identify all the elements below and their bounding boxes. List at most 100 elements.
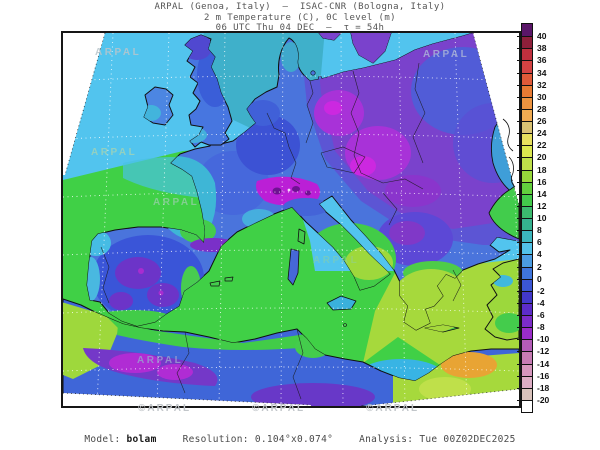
- island: [224, 276, 234, 282]
- colorbar-bar: [521, 23, 533, 413]
- colorbar-segment: [522, 290, 532, 303]
- colorbar-tick: [517, 108, 521, 110]
- island: [343, 323, 347, 327]
- colorbar-segment: [522, 36, 532, 49]
- colorbar-segment: [522, 327, 532, 340]
- colorbar-label: 14: [537, 188, 547, 199]
- colorbar-label: 10: [537, 213, 547, 223]
- colorbar-tick: [517, 399, 521, 401]
- colorbar-segment: [522, 108, 532, 121]
- colorbar-tick: [517, 60, 521, 62]
- colorbar-label: 36: [537, 55, 547, 66]
- island: [297, 228, 306, 245]
- colorbar-label: 6: [537, 237, 542, 248]
- model-info: Model: bolam: [84, 434, 157, 445]
- watermark: ©ARPAL: [252, 403, 306, 414]
- colorbar-label: -16: [537, 370, 550, 381]
- footer: Model: bolam Resolution: 0.104°x0.074° A…: [0, 434, 600, 445]
- colorbar-label: -6: [537, 310, 545, 320]
- watermark-layer: ARPAL ARPAL ARPAL ARPAL ARPAL ARPAL: [91, 47, 469, 366]
- colorbar-tick: [517, 72, 521, 74]
- weather-map: ARPAL ARPAL ARPAL ARPAL ARPAL ARPAL: [63, 33, 519, 406]
- colorbar-label: 28: [537, 103, 547, 114]
- colorbar-segment: [522, 254, 532, 267]
- colorbar-segment: [522, 24, 532, 37]
- colorbar-tick: [517, 339, 521, 341]
- colorbar-segment: [522, 133, 532, 146]
- watermark: ARPAL: [313, 255, 359, 266]
- title-variable: 2 m Temperature (C), 0C level (m): [203, 12, 396, 23]
- colorbar-tick: [517, 315, 521, 316]
- azov-coastline: [502, 118, 516, 188]
- colorbar-segment: [522, 169, 532, 182]
- colorbar-tick: [517, 327, 521, 329]
- model-name: bolam: [126, 434, 157, 445]
- colorbar-tick: [517, 133, 521, 135]
- colorbar-label: 16: [537, 176, 547, 187]
- colorbar-segment: [522, 193, 532, 206]
- colorbar-segment: [522, 387, 532, 400]
- colorbar-tick: [517, 302, 521, 304]
- colorbar-label: -2: [537, 285, 545, 296]
- watermark: ARPAL: [153, 197, 199, 208]
- colorbar-tick: [517, 242, 521, 244]
- colorbar-label: 12: [537, 200, 547, 211]
- colorbar-segment: [522, 48, 532, 61]
- title-validtime: 06 UTC Thu 04 DEC – τ = 54h: [215, 23, 385, 33]
- colorbar-segment: [522, 351, 532, 364]
- colorbar-segment: [522, 84, 532, 97]
- colorbar-tick: [517, 84, 521, 86]
- domain-boundary-layer: [63, 33, 519, 406]
- colorbar-label: -20: [537, 394, 550, 405]
- colorbar-tick: [517, 218, 521, 219]
- colorbar-label: 30: [537, 91, 547, 102]
- colorbar-segment: [522, 278, 532, 291]
- colorbar-tick: [517, 193, 521, 195]
- watermark: ARPAL: [91, 147, 137, 158]
- colorbar-segment: [522, 205, 532, 218]
- colorbar-tick: [517, 266, 521, 268]
- colorbar-segment: [522, 242, 532, 255]
- analysis-info: Analysis: Tue 00Z02DEC2025: [359, 434, 516, 445]
- colorbar-tick: [517, 290, 521, 292]
- colorbar-label: 40: [537, 31, 547, 42]
- watermark: ARPAL: [423, 49, 469, 60]
- colorbar-label: -4: [537, 297, 545, 308]
- colorbar-segment: [522, 230, 532, 243]
- colorbar-segment: [522, 96, 532, 109]
- colorbar-tick: [517, 181, 521, 183]
- colorbar-tick: [517, 351, 521, 353]
- colorbar-tick: [517, 363, 521, 365]
- colorbar-label: 34: [537, 67, 547, 78]
- colorbar-segment: [522, 302, 532, 315]
- colorbar-label: 8: [537, 225, 542, 236]
- title-institutions: ARPAL (Genoa, Italy) – ISAC-CNR (Bologna…: [154, 2, 446, 12]
- colorbar-segment: [522, 363, 532, 376]
- colorbar-label: 38: [537, 43, 547, 54]
- colorbar-label: 22: [537, 140, 547, 151]
- colorbar-tick: [517, 230, 521, 232]
- colorbar-segment: [522, 399, 532, 412]
- colorbar-tick: [517, 48, 521, 50]
- colorbar-tick: [517, 96, 521, 98]
- colorbar-tick: [517, 121, 521, 122]
- colorbar-segment: [522, 266, 532, 279]
- colorbar-segment: [522, 339, 532, 352]
- watermark: ©ARPAL: [366, 403, 420, 414]
- border-layer: [100, 62, 462, 400]
- colorbar-label: 32: [537, 79, 547, 90]
- colorbar-label: 2: [537, 261, 542, 272]
- colorbar-tick: [517, 375, 521, 377]
- map-title-block: ARPAL (Genoa, Italy) – ISAC-CNR (Bologna…: [0, 2, 600, 34]
- colorbar-segment: [522, 181, 532, 194]
- colorbar-tick: [517, 145, 521, 147]
- colorbar-label: 24: [537, 128, 547, 139]
- resolution-info: Resolution: 0.104°x0.074°: [182, 434, 334, 445]
- colorbar-tick: [517, 254, 521, 256]
- colorbar-tick: [517, 36, 521, 38]
- colorbar-segment: [522, 60, 532, 73]
- colorbar-segment: [522, 121, 532, 134]
- watermark: ARPAL: [95, 47, 141, 58]
- colorbar-segment: [522, 315, 532, 328]
